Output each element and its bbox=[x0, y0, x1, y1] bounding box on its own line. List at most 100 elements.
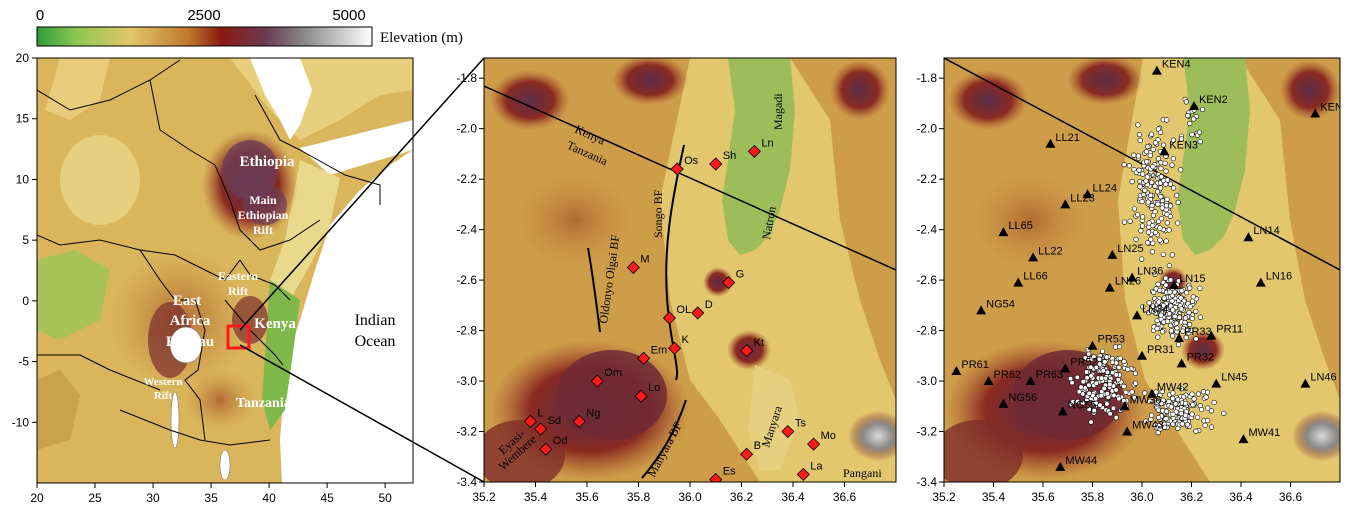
earthquake-dot bbox=[1101, 385, 1107, 391]
earthquake-dot bbox=[1158, 400, 1165, 407]
volcano-markers: Ln Sh Os M G OL D K Kt Em Om Lo L Sd Ng Od Ts Mo B Es La bbox=[523, 137, 836, 482]
colorbar-tick-5000: 5000 bbox=[332, 7, 365, 24]
volcano-label: Sh bbox=[723, 150, 736, 162]
x-tick-label: 35.8 bbox=[1081, 490, 1105, 504]
earthquake-dot bbox=[1133, 236, 1139, 242]
earthquake-dot bbox=[1175, 199, 1181, 205]
x-tick-label: 35.4 bbox=[524, 490, 548, 504]
earthquake-dot bbox=[1142, 390, 1148, 396]
earthquake-dot bbox=[1205, 417, 1211, 424]
earthquake-dot bbox=[1182, 319, 1188, 326]
earthquake-dot bbox=[1183, 290, 1190, 296]
station-marker bbox=[1188, 100, 1199, 110]
earthquake-dot bbox=[1147, 152, 1153, 159]
station-marker bbox=[1159, 146, 1170, 156]
earthquake-dot bbox=[1146, 300, 1152, 306]
x-tick-label: 25 bbox=[88, 491, 102, 505]
station-label: PR52 bbox=[1070, 356, 1098, 368]
earthquake-dot bbox=[1164, 211, 1170, 217]
earthquake-dot bbox=[1135, 153, 1142, 159]
western-rift-label: Western bbox=[143, 376, 182, 388]
songo-bf-label: Songo BF bbox=[651, 189, 665, 238]
earthquake-dot bbox=[1075, 399, 1081, 405]
earthquake-dot bbox=[1100, 368, 1106, 374]
station-marker bbox=[1174, 333, 1185, 343]
tanzania-label: Tanzania bbox=[236, 396, 291, 411]
x-tick-label: 36.0 bbox=[1130, 490, 1154, 504]
earthquake-dot bbox=[1163, 416, 1169, 422]
earthquake-dot bbox=[1200, 389, 1206, 395]
earthquake-dot bbox=[1145, 199, 1151, 205]
earthquake-dot bbox=[1145, 229, 1152, 235]
volcano-label: Om bbox=[604, 367, 622, 379]
earthquake-dot bbox=[1152, 209, 1158, 215]
station-marker bbox=[983, 376, 994, 386]
earthquake-dot bbox=[1097, 361, 1103, 367]
earthquake-dot bbox=[1188, 327, 1194, 333]
earthquake-epicenters bbox=[1067, 96, 1227, 436]
volcano-marker bbox=[523, 414, 537, 428]
earthquake-dot bbox=[1149, 179, 1155, 185]
earthquake-dot bbox=[1170, 156, 1176, 162]
station-marker bbox=[1243, 232, 1254, 242]
volcano-label: Ln bbox=[761, 137, 773, 149]
earthquake-dot bbox=[1187, 120, 1193, 127]
volcano-marker bbox=[722, 276, 736, 290]
earthquake-dot bbox=[1143, 418, 1149, 424]
earthquake-dot bbox=[1157, 287, 1163, 294]
station-label: LN15 bbox=[1179, 273, 1205, 285]
earthquake-dot bbox=[1185, 113, 1191, 119]
earthquake-dot bbox=[1170, 307, 1176, 313]
station-label: LN36 bbox=[1137, 266, 1163, 278]
earthquake-dot bbox=[1136, 167, 1142, 173]
x-tick-label: 35.6 bbox=[575, 490, 599, 504]
station-label: LN26 bbox=[1115, 276, 1141, 288]
station-marker bbox=[976, 305, 987, 315]
earthquake-dot bbox=[1149, 412, 1155, 418]
earthquake-dot bbox=[1088, 419, 1094, 425]
colorbar-tick-0: 0 bbox=[36, 7, 44, 24]
earthquake-dot bbox=[1129, 179, 1135, 185]
lake-magadi-label: Magadi bbox=[771, 93, 785, 130]
x-tick-label: 35.4 bbox=[982, 490, 1006, 504]
x-tick-label: 36.6 bbox=[833, 490, 857, 504]
volcano-marker bbox=[740, 344, 754, 358]
x-tick-label: 36.6 bbox=[1279, 490, 1303, 504]
earthquake-dot bbox=[1184, 422, 1191, 428]
y-tick-label: -2.6 bbox=[456, 273, 477, 287]
earthquake-dot bbox=[1149, 202, 1155, 209]
station-label: LL23 bbox=[1070, 192, 1094, 204]
y-tick-label: -2.4 bbox=[916, 223, 937, 237]
earthquake-dot bbox=[1138, 228, 1144, 234]
station-label: PR33 bbox=[1184, 326, 1212, 338]
earthquake-dot bbox=[1179, 288, 1185, 294]
station-marker bbox=[1255, 277, 1266, 287]
earthquake-dot bbox=[1163, 408, 1170, 414]
study-area-box bbox=[226, 324, 251, 350]
indian-ocean-label: Indian bbox=[355, 312, 396, 329]
station-label: MW36 bbox=[1130, 394, 1162, 406]
songo-boundary-fault bbox=[665, 144, 685, 381]
earthquake-dot bbox=[1139, 223, 1146, 229]
earthquake-dot bbox=[1163, 203, 1170, 209]
earthquake-dot bbox=[1154, 189, 1161, 195]
earthquake-dot bbox=[1197, 285, 1203, 291]
earthquake-dot bbox=[1104, 401, 1110, 407]
station-marker bbox=[1127, 272, 1138, 282]
indian-ocean-label: Ocean bbox=[355, 333, 396, 350]
earthquake-dot bbox=[1179, 421, 1185, 427]
volcano-label: Od bbox=[553, 435, 568, 447]
volcano-marker bbox=[626, 260, 640, 275]
earthquake-dot bbox=[1161, 295, 1167, 301]
pangani-label: Pangani bbox=[843, 466, 882, 480]
volcano-marker bbox=[534, 422, 548, 436]
kenya-tanzania-border bbox=[484, 85, 896, 271]
earthquake-dot bbox=[1186, 309, 1192, 316]
station-marker bbox=[1087, 340, 1098, 350]
earthquake-dot bbox=[1145, 240, 1151, 246]
earthquake-dot bbox=[1175, 342, 1182, 348]
earthquake-dot bbox=[1169, 298, 1175, 304]
earthquake-dot bbox=[1155, 201, 1161, 207]
